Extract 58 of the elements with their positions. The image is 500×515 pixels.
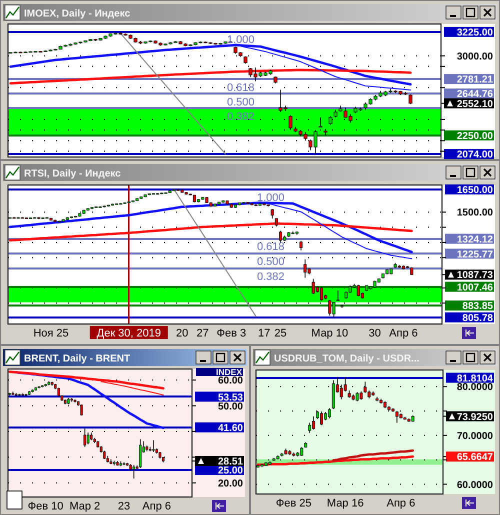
ref-line-label: 2074.00 [456,150,494,161]
ref-line-label: 1007.46 [456,282,494,294]
y-tick-label: 28.51 [218,456,244,468]
y-tick-label: 70.0000 [456,431,494,442]
chart-title: RTSI, Daily - Индекс [24,168,122,180]
x-tick-label: Фев 10 [28,500,64,512]
y-tick-label: 50.00 [218,401,244,412]
annotation: 0.500 [257,256,285,268]
x-tick-label: Мар 16 [326,498,364,510]
x-tick-label: Фев 25 [276,498,312,510]
y-tick-label: 65.6647 [456,452,494,464]
ref-line-label: 53.53 [218,392,244,404]
y-tick-label: 60.0000 [456,480,494,491]
text: INDEX [216,367,242,377]
y-tick-label: 1500.00 [456,208,494,219]
annotation: 0.618 [227,82,255,94]
ref-line-label: 2250.00 [456,130,494,142]
annotation: 0.500 [227,96,255,108]
y-tick-label: 73.9250 [456,412,494,423]
chart-title: IMOEX, Daily - Индекс [24,8,131,20]
x-tick-label: Дек 30, 2019 [96,328,162,340]
x-tick-label: 20 [176,328,188,340]
x-tick-label: 17 [258,328,270,340]
x-tick-label: Фев 3 [216,328,246,340]
x-tick-label: 27 [196,328,209,340]
x-tick-label: 23 [118,500,130,512]
x-tick-label: Апр 6 [389,328,418,340]
y-tick-label: 60.00 [218,376,244,387]
ref-line-label: 883.85 [462,301,494,312]
ref-line-label: 3225.00 [456,28,494,39]
chart-title: USDRUB_TOM, Daily - USDR... [274,354,420,364]
y-tick-label: 3000.00 [456,51,494,62]
annotation: 1.000 [257,192,285,204]
x-tick-label: Апр 6 [142,500,171,512]
annotation: 0.618 [257,241,285,253]
ref-line-label: 1324.12 [456,234,494,246]
ref-line-label: 41.60 [218,422,244,434]
ref-line-label: 81.8104 [456,373,494,384]
y-tick-label: 1087.73 [456,270,494,282]
ref-line-label: 1225.77 [456,249,494,260]
x-tick-label: Апр 6 [386,498,416,510]
chart-title: BRENT, Daily - BRENT [24,354,130,364]
ref-line-label: 1650.00 [456,184,494,196]
ref-line-label: 25.00 [218,466,244,477]
y-tick-label: 20.00 [218,478,244,490]
x-tick-label: Мар 10 [311,328,348,340]
x-tick-label: Мар 2 [69,500,100,512]
annotation: 0.382 [257,271,285,283]
x-tick-label: 25 [274,328,287,340]
ref-line-label: 2644.76 [456,89,494,100]
annotation: 1.000 [227,34,255,46]
y-tick-label: 80.0000 [456,382,494,394]
annotation: 0.382 [227,111,255,123]
ref-line-label: 805.78 [462,312,494,324]
x-tick-label: Ноя 25 [33,328,69,340]
x-tick-label: 30 [368,328,381,340]
ref-line-label: 2781.21 [456,74,494,86]
y-tick-label: 2552.10 [456,98,494,110]
